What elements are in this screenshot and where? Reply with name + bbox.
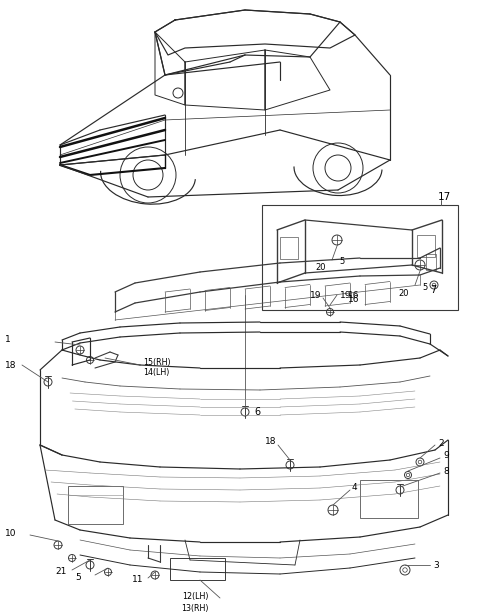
Bar bbox=[360, 480, 418, 518]
Text: 19: 19 bbox=[340, 290, 351, 300]
Text: 12(LH): 12(LH) bbox=[182, 592, 208, 601]
Text: 4: 4 bbox=[352, 483, 358, 493]
Text: 3: 3 bbox=[433, 560, 439, 569]
Text: 8: 8 bbox=[443, 467, 449, 475]
Text: 18: 18 bbox=[5, 360, 16, 370]
Text: 10: 10 bbox=[5, 528, 16, 538]
Text: 1: 1 bbox=[5, 336, 11, 344]
Text: 20: 20 bbox=[398, 288, 408, 298]
Text: 18: 18 bbox=[265, 437, 276, 446]
Text: 15(RH): 15(RH) bbox=[143, 357, 170, 367]
Bar bbox=[417, 235, 435, 257]
Bar bbox=[426, 254, 436, 270]
Text: 5: 5 bbox=[75, 574, 81, 582]
Text: 5: 5 bbox=[339, 258, 344, 266]
Text: 19: 19 bbox=[310, 290, 322, 300]
Text: 5: 5 bbox=[422, 282, 427, 292]
Text: 2: 2 bbox=[438, 438, 444, 448]
Text: 21: 21 bbox=[55, 568, 66, 576]
Bar bbox=[280, 237, 298, 259]
Text: 6: 6 bbox=[254, 407, 260, 417]
Text: 9: 9 bbox=[443, 451, 449, 461]
Text: 13(RH): 13(RH) bbox=[181, 603, 209, 613]
Text: 7: 7 bbox=[430, 285, 436, 295]
Text: 16: 16 bbox=[348, 295, 360, 304]
Text: 14(LH): 14(LH) bbox=[143, 368, 169, 376]
Text: 17: 17 bbox=[438, 192, 451, 202]
Text: 11: 11 bbox=[132, 576, 144, 584]
Text: 16: 16 bbox=[348, 290, 360, 300]
Bar bbox=[262, 205, 458, 310]
Bar bbox=[68, 486, 123, 524]
Bar bbox=[170, 558, 225, 580]
Text: 20: 20 bbox=[315, 263, 325, 272]
